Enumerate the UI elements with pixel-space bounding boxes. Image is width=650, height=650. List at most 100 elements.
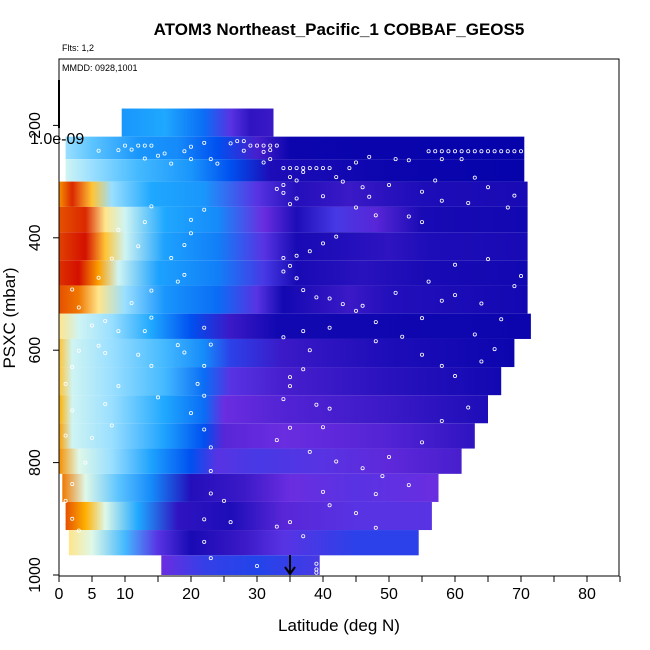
observation-point	[63, 498, 68, 503]
observation-point	[281, 166, 286, 171]
observation-point	[314, 166, 319, 171]
observation-point	[446, 149, 451, 154]
observation-point	[353, 511, 358, 516]
observation-point	[347, 166, 352, 171]
observation-point	[70, 516, 75, 521]
observation-point	[63, 433, 68, 438]
observation-point	[281, 397, 286, 402]
observation-point	[479, 359, 484, 364]
observation-point	[327, 325, 332, 330]
heatmap-layer	[59, 260, 528, 286]
observation-point	[287, 375, 292, 380]
observation-point	[492, 149, 497, 154]
observation-point	[268, 143, 273, 148]
observation-point	[419, 189, 424, 194]
observation-point	[70, 481, 75, 486]
observation-point	[406, 158, 411, 163]
observation-point	[439, 298, 444, 303]
observation-point	[492, 347, 497, 352]
observation-point	[439, 198, 444, 203]
observation-point	[76, 305, 81, 310]
observation-point	[400, 334, 405, 339]
observation-point	[70, 365, 75, 370]
observation-point	[373, 492, 378, 497]
observation-point	[452, 149, 457, 154]
observation-point	[96, 275, 101, 280]
heatmap-layer	[59, 338, 515, 368]
observation-point	[182, 272, 187, 277]
observation-point	[202, 427, 207, 432]
observation-point	[281, 190, 286, 195]
observation-point	[505, 149, 510, 154]
observation-point	[188, 157, 193, 162]
y-tick-label: 200	[27, 112, 44, 139]
x-tick-label: 80	[578, 586, 596, 603]
observation-point	[380, 474, 385, 479]
observation-point	[406, 214, 411, 219]
heatmap-layer	[59, 232, 528, 261]
observation-point	[70, 287, 75, 292]
observation-point	[175, 279, 180, 284]
x-tick-label: 20	[182, 586, 200, 603]
observation-point	[281, 335, 286, 340]
observation-point	[433, 149, 438, 154]
observation-point	[136, 244, 141, 249]
observation-point	[202, 517, 207, 522]
x-axis-title: Latitude (deg N)	[278, 616, 400, 635]
observation-point	[512, 193, 517, 198]
x-tick-label: 10	[116, 586, 134, 603]
observation-point	[287, 202, 292, 207]
observation-point	[208, 556, 213, 561]
observation-point	[419, 316, 424, 321]
observation-point	[90, 435, 95, 440]
observation-point	[96, 148, 101, 153]
observation-point	[320, 425, 325, 430]
observation-point	[287, 263, 292, 268]
observation-point	[195, 381, 200, 386]
observation-point	[393, 157, 398, 162]
observation-point	[129, 300, 134, 305]
observation-point	[439, 419, 444, 424]
observation-point	[274, 143, 279, 148]
x-tick-label: 70	[512, 586, 530, 603]
observation-point	[452, 374, 457, 379]
heatmap-layer	[161, 555, 320, 575]
observation-point	[426, 279, 431, 284]
observation-point	[367, 154, 372, 159]
heatmap-layer	[62, 473, 439, 502]
observation-point	[353, 205, 358, 210]
observation-point	[294, 196, 299, 201]
observation-point	[360, 466, 365, 471]
arrow-head	[284, 566, 296, 576]
observation-point	[202, 393, 207, 398]
heatmap-layer	[59, 313, 531, 339]
observation-point	[149, 363, 154, 368]
observation-point	[103, 318, 108, 323]
observation-point	[373, 320, 378, 325]
color-scale-max-label: 1.0e-09	[30, 131, 84, 148]
observation-point	[294, 276, 299, 281]
observation-point	[129, 147, 134, 152]
observation-point	[485, 185, 490, 190]
observation-point	[327, 296, 332, 301]
y-axis: 200 400 600 800 1000	[27, 112, 59, 593]
observation-point	[393, 290, 398, 295]
observation-point	[419, 440, 424, 445]
observation-point	[155, 395, 160, 400]
observation-point	[301, 288, 306, 293]
heatmap-layer	[59, 448, 462, 474]
heatmap-layer	[59, 285, 528, 314]
observation-point	[353, 160, 358, 165]
observation-point	[479, 301, 484, 306]
observation-point	[452, 293, 457, 298]
observation-point	[472, 149, 477, 154]
observation-point	[433, 178, 438, 183]
heatmap-layer	[65, 159, 525, 182]
flights-note: Flts: 1,2	[62, 43, 94, 53]
observation-point	[294, 166, 299, 171]
observation-point	[360, 303, 365, 308]
observation-point	[63, 381, 68, 386]
observation-point	[466, 405, 471, 410]
y-axis-title: PSXC (mbar)	[0, 267, 19, 368]
observation-point	[202, 140, 207, 145]
